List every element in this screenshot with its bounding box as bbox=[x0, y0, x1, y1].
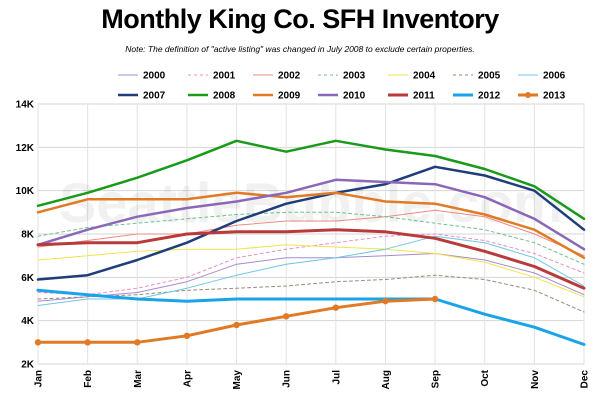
legend-label: 2001 bbox=[213, 71, 236, 82]
legend-label: 2012 bbox=[478, 91, 501, 102]
legend-label: 2003 bbox=[343, 71, 366, 82]
series-line-2003 bbox=[37, 211, 585, 265]
series-line-2002 bbox=[37, 209, 585, 257]
y-tick-label: 2K bbox=[21, 360, 35, 371]
legend-label: 2013 bbox=[543, 91, 566, 102]
legend-item-2001: 2001 bbox=[188, 71, 236, 82]
series-2005 bbox=[37, 274, 585, 313]
data-point-2013 bbox=[34, 339, 42, 346]
series-lines bbox=[34, 139, 586, 346]
legend-label: 2004 bbox=[413, 71, 436, 82]
series-2003 bbox=[37, 211, 585, 265]
series-line-2012 bbox=[36, 288, 586, 346]
data-point-2013 bbox=[332, 304, 340, 311]
legend-item-2004: 2004 bbox=[388, 71, 436, 82]
legend-label: 2006 bbox=[543, 71, 566, 82]
y-tick-label: 4K bbox=[21, 316, 35, 327]
legend-item-2013: 2013 bbox=[518, 91, 566, 102]
x-tick-label: Sep bbox=[431, 370, 442, 388]
series-2000 bbox=[37, 253, 585, 302]
y-tick-label: 14K bbox=[16, 100, 35, 111]
series-line-2004 bbox=[37, 244, 585, 298]
x-tick-label: Aug bbox=[381, 370, 392, 389]
data-point-2013 bbox=[183, 332, 191, 340]
x-tick-label: Jun bbox=[282, 370, 293, 388]
x-tick-label: Apr bbox=[182, 370, 193, 387]
series-2002 bbox=[37, 209, 585, 257]
series-line-2000 bbox=[37, 253, 585, 302]
x-tick-label: Nov bbox=[530, 370, 541, 389]
legend-label: 2002 bbox=[278, 71, 301, 82]
legend-label: 2000 bbox=[143, 71, 166, 82]
series-line-2009 bbox=[36, 191, 586, 260]
y-tick-label: 8K bbox=[21, 230, 35, 241]
series-line-2011 bbox=[36, 228, 586, 290]
series-line-2006 bbox=[37, 235, 585, 306]
x-tick-label: Feb bbox=[83, 370, 94, 388]
legend-label: 2010 bbox=[343, 91, 366, 102]
legend-item-2005: 2005 bbox=[453, 71, 501, 82]
series-2012 bbox=[36, 288, 586, 346]
legend-item-2010: 2010 bbox=[318, 91, 366, 102]
x-tick-label: Jan bbox=[34, 370, 45, 387]
x-tick-label: May bbox=[232, 370, 243, 390]
series-line-2007 bbox=[36, 165, 586, 281]
legend-item-2006: 2006 bbox=[518, 71, 566, 82]
legend-item-2007: 2007 bbox=[118, 91, 166, 102]
x-axis: Jan Feb Mar Apr May Jun Jul Aug Sep Oct Nov Dec bbox=[34, 369, 591, 389]
y-tick-label: 12K bbox=[16, 143, 35, 154]
x-tick-label: Jul bbox=[331, 370, 342, 385]
series-2009 bbox=[36, 191, 586, 260]
y-tick-label: 10K bbox=[16, 186, 35, 197]
y-axis: 2K 4K 6K 8K 10K 12K 14K bbox=[16, 100, 35, 371]
series-2007 bbox=[36, 165, 586, 281]
legend-label: 2011 bbox=[413, 91, 435, 102]
legend-label: 2009 bbox=[278, 91, 301, 102]
legend-marker bbox=[525, 92, 531, 98]
y-tick-label: 6K bbox=[21, 273, 35, 284]
series-2010 bbox=[36, 178, 586, 251]
legend-label: 2005 bbox=[478, 71, 501, 82]
legend-item-2000: 2000 bbox=[118, 71, 166, 82]
chart-title: Monthly King Co. SFH Inventory bbox=[101, 4, 499, 34]
series-line-2010 bbox=[36, 178, 586, 251]
legend-item-2009: 2009 bbox=[253, 91, 301, 102]
legend-item-2011: 2011 bbox=[388, 91, 435, 102]
legend: 2000 2001 2002 2003 2004 2005 2006 2007 2008 2009… bbox=[118, 71, 566, 102]
watermark: SeattleBubble.com bbox=[59, 171, 563, 234]
series-line-2005 bbox=[37, 274, 585, 313]
series-line-2008 bbox=[36, 139, 586, 221]
data-point-2013 bbox=[382, 297, 389, 305]
legend-item-2012: 2012 bbox=[453, 91, 501, 102]
gridlines bbox=[37, 103, 585, 365]
data-point-2013 bbox=[84, 339, 91, 346]
x-tick-label: Mar bbox=[133, 370, 144, 388]
series-2011 bbox=[36, 228, 586, 290]
x-tick-label: Oct bbox=[480, 369, 491, 386]
legend-item-2002: 2002 bbox=[253, 71, 301, 82]
series-2006 bbox=[37, 235, 585, 306]
data-point-2013 bbox=[431, 295, 439, 303]
data-point-2013 bbox=[233, 321, 240, 329]
legend-label: 2008 bbox=[213, 91, 236, 102]
legend-item-2003: 2003 bbox=[318, 71, 366, 82]
series-2008 bbox=[36, 139, 586, 221]
legend-label: 2007 bbox=[143, 91, 166, 102]
legend-item-2008: 2008 bbox=[188, 91, 236, 102]
series-2004 bbox=[37, 244, 585, 298]
x-tick-label: Dec bbox=[580, 370, 591, 389]
data-point-2013 bbox=[282, 313, 290, 320]
chart-subtitle: Note: The definition of "active listing"… bbox=[125, 44, 475, 54]
data-point-2013 bbox=[134, 339, 141, 346]
series-2013 bbox=[34, 295, 439, 346]
